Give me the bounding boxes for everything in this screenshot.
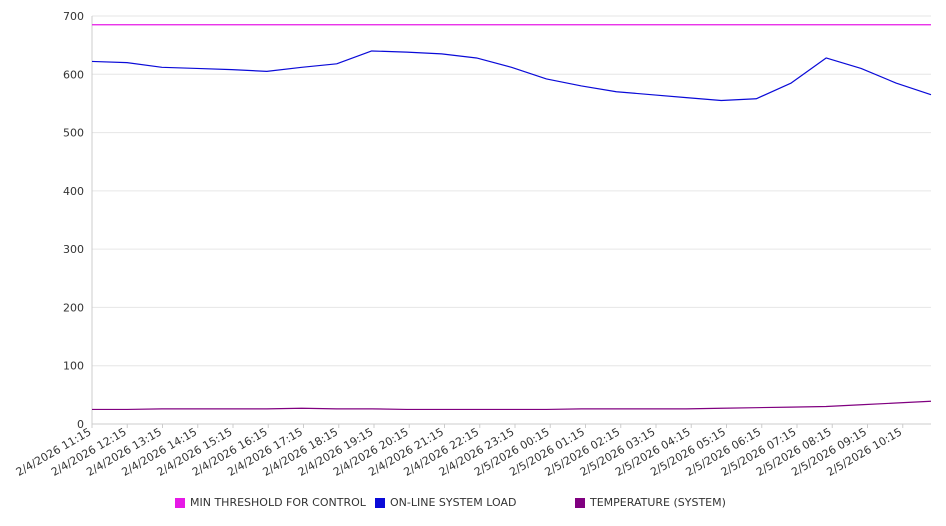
series-lines [91, 24, 932, 411]
legend-item-min-threshold[interactable]: MIN THRESHOLD FOR CONTROL [175, 496, 366, 509]
x-axis: 2/4/2026 11:152/4/2026 12:152/4/2026 13:… [14, 423, 931, 479]
y-tick-label: 600 [63, 68, 84, 81]
legend-label-min-threshold: MIN THRESHOLD FOR CONTROL [190, 496, 366, 509]
y-tick-label: 500 [63, 127, 84, 140]
legend: MIN THRESHOLD FOR CONTROL ON-LINE SYSTEM… [0, 496, 946, 516]
legend-swatch-online-system-load [375, 497, 385, 508]
legend-label-online-system-load: ON-LINE SYSTEM LOAD [390, 496, 517, 509]
line-chart: 0 100 200 300 400 500 600 700 2/4/2026 11:152/4… [14, 10, 932, 479]
legend-item-temperature-system[interactable]: TEMPERATURE (SYSTEM) [575, 496, 726, 509]
y-tick-label: 200 [63, 301, 84, 314]
legend-swatch-temperature-system [575, 497, 585, 508]
y-tick-label: 700 [63, 10, 84, 23]
y-axis: 0 100 200 300 400 500 600 700 [63, 10, 93, 431]
legend-label-temperature-system: TEMPERATURE (SYSTEM) [590, 496, 726, 509]
series-line-temperature-system [92, 400, 932, 411]
y-tick-label: 0 [77, 418, 84, 431]
series-line-online-system-load [91, 50, 932, 102]
y-tick-label: 100 [63, 360, 84, 373]
y-tick-label: 400 [63, 185, 84, 198]
legend-item-online-system-load[interactable]: ON-LINE SYSTEM LOAD [375, 496, 516, 509]
legend-swatch-min-threshold [175, 497, 185, 508]
y-tick-label: 300 [63, 243, 84, 256]
grid-lines [92, 15, 931, 425]
